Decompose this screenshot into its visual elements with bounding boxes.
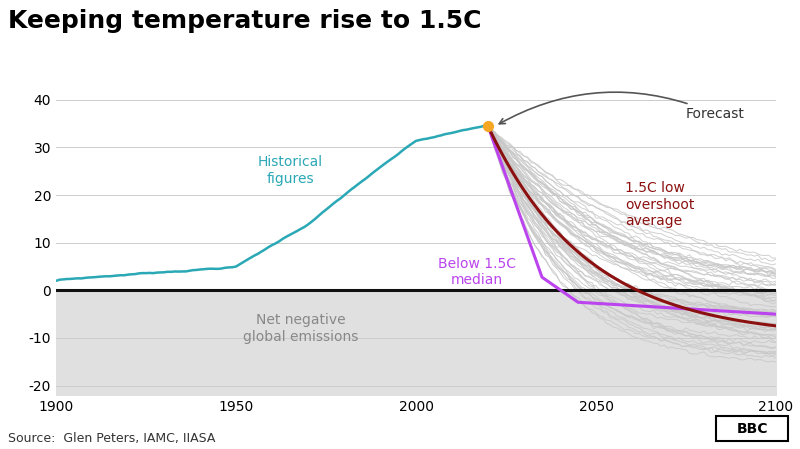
Text: Forecast: Forecast bbox=[499, 92, 745, 124]
Text: Historical
figures: Historical figures bbox=[258, 155, 322, 185]
Text: Keeping temperature rise to 1.5C: Keeping temperature rise to 1.5C bbox=[8, 9, 482, 33]
Text: BBC: BBC bbox=[736, 422, 768, 436]
FancyBboxPatch shape bbox=[716, 416, 788, 441]
Text: Net negative
global emissions: Net negative global emissions bbox=[243, 313, 358, 343]
Text: 1.5C low
overshoot
average: 1.5C low overshoot average bbox=[625, 181, 694, 228]
Text: Below 1.5C
median: Below 1.5C median bbox=[438, 257, 516, 287]
Text: Source:  Glen Peters, IAMC, IIASA: Source: Glen Peters, IAMC, IIASA bbox=[8, 431, 215, 445]
